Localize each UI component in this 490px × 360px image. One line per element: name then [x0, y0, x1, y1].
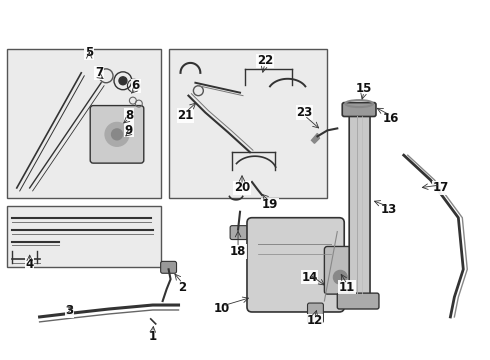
Circle shape [119, 77, 127, 85]
Polygon shape [312, 133, 319, 143]
FancyBboxPatch shape [90, 105, 144, 163]
FancyBboxPatch shape [337, 293, 379, 309]
FancyBboxPatch shape [342, 103, 376, 117]
FancyBboxPatch shape [349, 112, 370, 299]
Text: 3: 3 [65, 305, 74, 318]
Text: 22: 22 [257, 54, 273, 67]
Text: 7: 7 [95, 66, 103, 79]
Text: 2: 2 [178, 281, 187, 294]
Text: 9: 9 [125, 124, 133, 137]
Circle shape [105, 122, 129, 146]
Text: 17: 17 [432, 181, 449, 194]
Circle shape [112, 129, 122, 140]
FancyBboxPatch shape [230, 226, 248, 239]
Text: 15: 15 [356, 82, 372, 95]
Text: 8: 8 [125, 109, 133, 122]
FancyBboxPatch shape [308, 303, 323, 323]
Text: 18: 18 [230, 245, 246, 258]
FancyBboxPatch shape [169, 49, 327, 198]
FancyBboxPatch shape [7, 206, 161, 267]
FancyBboxPatch shape [7, 49, 161, 198]
FancyBboxPatch shape [324, 247, 356, 294]
Text: 12: 12 [306, 314, 322, 327]
FancyBboxPatch shape [161, 261, 176, 273]
Text: 5: 5 [85, 46, 93, 59]
Text: 11: 11 [339, 281, 355, 294]
Circle shape [333, 270, 347, 284]
Text: 14: 14 [301, 271, 318, 284]
Text: 13: 13 [381, 203, 397, 216]
Text: 1: 1 [148, 330, 157, 343]
Text: 20: 20 [234, 181, 250, 194]
Text: 4: 4 [25, 258, 34, 271]
Text: 6: 6 [132, 79, 140, 92]
Text: 16: 16 [383, 112, 399, 125]
Text: 21: 21 [177, 109, 194, 122]
FancyBboxPatch shape [247, 218, 344, 312]
Text: 19: 19 [262, 198, 278, 211]
Text: 23: 23 [296, 106, 313, 119]
Text: 10: 10 [214, 302, 230, 315]
